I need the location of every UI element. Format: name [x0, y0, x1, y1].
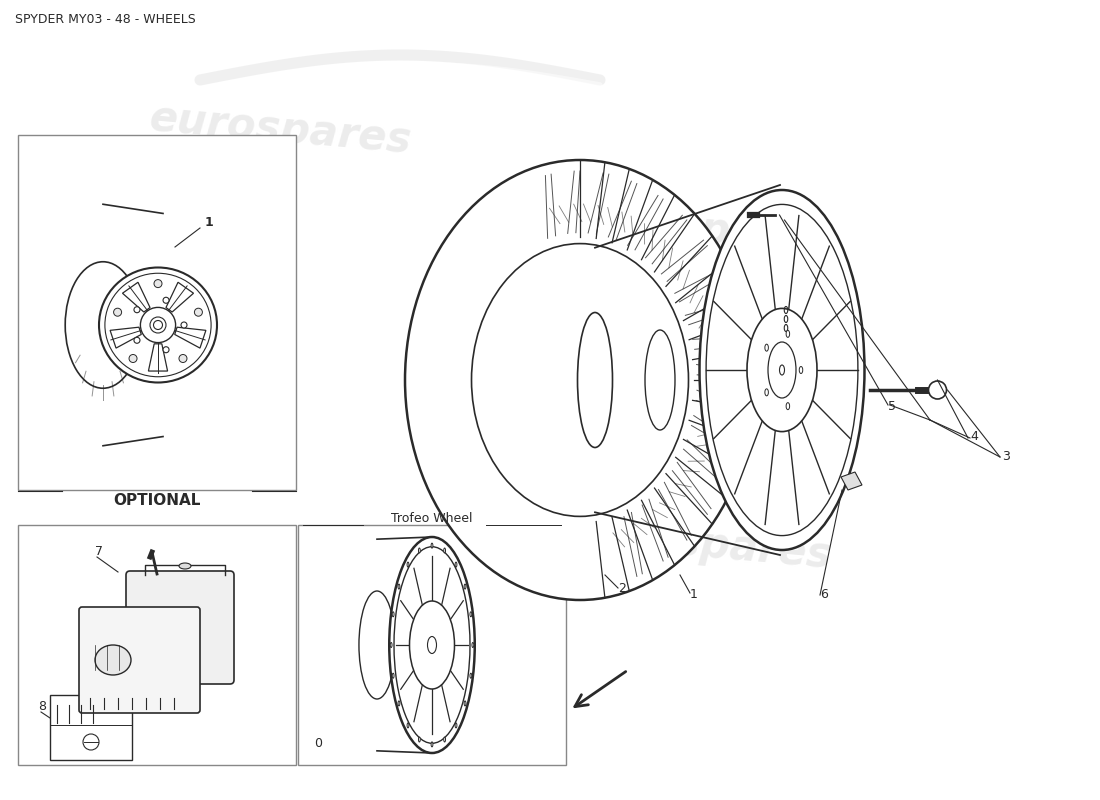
Ellipse shape	[431, 742, 433, 747]
Ellipse shape	[418, 548, 420, 553]
Circle shape	[928, 381, 946, 399]
Ellipse shape	[134, 306, 140, 313]
Text: eurospares: eurospares	[568, 198, 833, 262]
Ellipse shape	[764, 344, 769, 351]
Ellipse shape	[786, 402, 790, 410]
Text: eurospares: eurospares	[568, 513, 833, 578]
Ellipse shape	[154, 280, 162, 288]
Ellipse shape	[95, 645, 131, 675]
Ellipse shape	[407, 723, 409, 728]
Text: 7: 7	[95, 545, 103, 558]
Ellipse shape	[470, 612, 472, 617]
Text: 3: 3	[1002, 450, 1010, 463]
Ellipse shape	[700, 190, 865, 550]
Ellipse shape	[455, 723, 456, 728]
Ellipse shape	[407, 562, 409, 567]
Ellipse shape	[398, 584, 400, 589]
Ellipse shape	[472, 243, 689, 517]
Ellipse shape	[764, 389, 769, 396]
Ellipse shape	[182, 322, 187, 328]
Ellipse shape	[766, 278, 794, 462]
Ellipse shape	[472, 642, 474, 647]
Text: eurospares: eurospares	[147, 98, 412, 162]
Ellipse shape	[645, 330, 675, 430]
Ellipse shape	[455, 562, 456, 567]
Ellipse shape	[390, 642, 392, 647]
Ellipse shape	[179, 354, 187, 362]
Ellipse shape	[99, 267, 217, 382]
Ellipse shape	[428, 637, 437, 654]
Ellipse shape	[747, 308, 817, 432]
Ellipse shape	[780, 365, 784, 375]
Polygon shape	[842, 472, 862, 490]
Ellipse shape	[786, 330, 790, 338]
Bar	[18, 525, 296, 765]
Ellipse shape	[393, 612, 394, 617]
FancyBboxPatch shape	[79, 607, 200, 713]
Text: 8: 8	[39, 700, 46, 713]
Ellipse shape	[393, 674, 394, 678]
Ellipse shape	[150, 317, 166, 333]
Ellipse shape	[431, 543, 433, 548]
Ellipse shape	[405, 160, 755, 600]
Text: SPYDER MY03 - 48 - WHEELS: SPYDER MY03 - 48 - WHEELS	[15, 13, 196, 26]
Text: 6: 6	[820, 588, 828, 601]
Ellipse shape	[163, 346, 169, 353]
Ellipse shape	[418, 737, 420, 742]
Text: 5: 5	[888, 400, 896, 413]
Ellipse shape	[389, 537, 475, 753]
Ellipse shape	[179, 563, 191, 569]
Text: 1: 1	[690, 588, 697, 601]
Ellipse shape	[464, 701, 466, 706]
Ellipse shape	[359, 591, 395, 699]
FancyBboxPatch shape	[126, 571, 234, 684]
Bar	[50, 695, 132, 760]
Bar	[18, 135, 296, 490]
Text: 4: 4	[970, 430, 978, 443]
Ellipse shape	[470, 674, 472, 678]
Ellipse shape	[154, 321, 163, 330]
Text: 0: 0	[314, 737, 322, 750]
Circle shape	[82, 734, 99, 750]
Ellipse shape	[578, 313, 613, 447]
Ellipse shape	[443, 548, 446, 553]
Ellipse shape	[800, 366, 803, 374]
Ellipse shape	[409, 601, 454, 689]
Ellipse shape	[134, 338, 140, 343]
Ellipse shape	[195, 308, 202, 316]
Ellipse shape	[443, 737, 446, 742]
Ellipse shape	[398, 701, 400, 706]
Ellipse shape	[129, 354, 138, 362]
Text: Trofeo Wheel: Trofeo Wheel	[392, 512, 473, 525]
Ellipse shape	[464, 584, 466, 589]
Ellipse shape	[113, 308, 122, 316]
Bar	[298, 525, 566, 765]
Ellipse shape	[141, 307, 176, 342]
Text: 1: 1	[205, 216, 213, 229]
Ellipse shape	[163, 298, 169, 303]
Ellipse shape	[768, 342, 796, 398]
Text: 2: 2	[618, 582, 626, 595]
Text: OPTIONAL: OPTIONAL	[113, 493, 200, 508]
